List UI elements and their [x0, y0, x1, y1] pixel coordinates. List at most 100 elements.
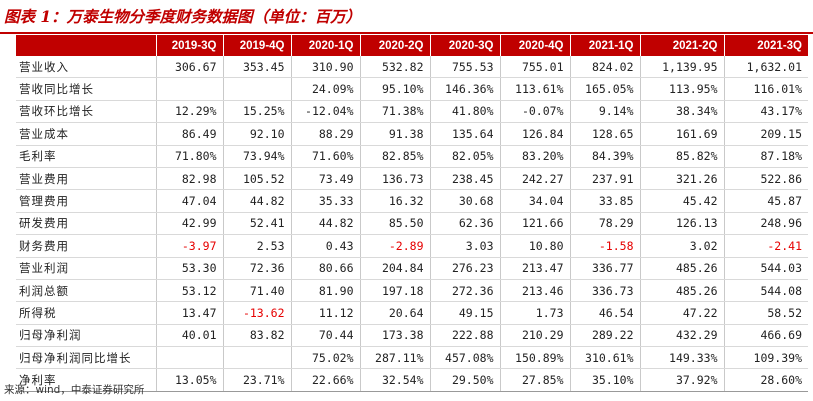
column-header: 2021-2Q [640, 35, 725, 56]
table-cell [223, 77, 292, 101]
table-cell: 37.92% [640, 368, 725, 392]
table-row: 管理费用 47.04 44.82 35.33 16.32 30.68 34.04 33.85 4… [16, 189, 808, 213]
table-cell: 237.91 [570, 167, 641, 191]
table-cell: -2.41 [724, 234, 808, 258]
table-cell: 306.67 [156, 56, 224, 79]
table-cell: 34.04 [500, 189, 571, 213]
table-row: 营业收入 306.67 353.45 310.90 532.82 755.53 755.01… [16, 56, 808, 79]
table-cell: 321.26 [640, 167, 725, 191]
column-header: 2020-2Q [360, 35, 431, 56]
table-cell: 84.39% [570, 145, 641, 168]
table-cell: 47.22 [640, 301, 725, 325]
table-cell: 40.01 [156, 324, 224, 348]
column-header: 2020-4Q [500, 35, 571, 56]
table-cell: 41.80% [430, 100, 501, 124]
table-cell: 197.18 [360, 279, 431, 303]
table-cell: 32.54% [360, 368, 431, 392]
table-cell: 82.05% [430, 145, 501, 168]
table-cell: 353.45 [223, 56, 292, 79]
table-cell: 0.43 [291, 234, 361, 258]
table-cell: 136.73 [360, 167, 431, 191]
table-cell: 336.73 [570, 279, 641, 303]
table-cell: 35.10% [570, 368, 641, 392]
table-cell: 29.50% [430, 368, 501, 392]
table-cell: 75.02% [291, 346, 361, 370]
table-cell: 80.66 [291, 257, 361, 280]
table-row: 营收同比增长 24.09% 95.10% 146.36% 113.61% 165.05% 1… [16, 77, 808, 101]
table-cell: 27.85% [500, 368, 571, 392]
row-label: 营业利润 [16, 257, 157, 280]
table-cell: 78.29 [570, 212, 641, 236]
table-row: 营业费用 82.98 105.52 73.49 136.73 238.45 242.27 23… [16, 167, 808, 191]
table-cell: 149.33% [640, 346, 725, 370]
table-cell: 72.36 [223, 257, 292, 280]
column-header: 2019-3Q [156, 35, 224, 56]
table-cell: 105.52 [223, 167, 292, 191]
table-cell: 44.82 [291, 212, 361, 236]
row-label: 营业费用 [16, 167, 157, 191]
table-cell: 53.12 [156, 279, 224, 303]
table-cell: 13.47 [156, 301, 224, 325]
table-cell: 44.82 [223, 189, 292, 213]
row-label: 净利率 [16, 368, 157, 392]
table-cell: -0.07% [500, 100, 571, 124]
table-cell: 276.23 [430, 257, 501, 280]
row-label: 毛利率 [16, 145, 157, 168]
row-label: 营业成本 [16, 122, 157, 146]
table-cell: 15.25% [223, 100, 292, 124]
table-cell: 432.29 [640, 324, 725, 348]
table-cell: 222.88 [430, 324, 501, 348]
table-cell: 30.68 [430, 189, 501, 213]
table-row: 所得税 13.47 -13.62 11.12 20.64 49.15 1.73 46.54 47… [16, 301, 808, 325]
table-cell: 289.22 [570, 324, 641, 348]
table-cell: -3.97 [156, 234, 224, 258]
table-cell: 45.87 [724, 189, 808, 213]
column-header: 2021-1Q [570, 35, 641, 56]
table-cell: 146.36% [430, 77, 501, 101]
table-cell: 45.42 [640, 189, 725, 213]
table-row: 利润总额 53.12 71.40 81.90 197.18 272.36 213.46 336… [16, 279, 808, 303]
table-cell: 43.17% [724, 100, 808, 124]
table-cell: 287.11% [360, 346, 431, 370]
table-cell: 9.14% [570, 100, 641, 124]
table-cell [156, 346, 224, 370]
table-cell: 22.66% [291, 368, 361, 392]
table-cell: 485.26 [640, 257, 725, 280]
table-cell: 213.47 [500, 257, 571, 280]
row-label: 营业收入 [16, 56, 157, 79]
table-cell: 1.73 [500, 301, 571, 325]
table-cell: 82.85% [360, 145, 431, 168]
column-header: 2020-3Q [430, 35, 501, 56]
column-header: 2019-4Q [223, 35, 292, 56]
table-cell: 755.53 [430, 56, 501, 79]
table-cell: 24.09% [291, 77, 361, 101]
table-cell: 135.64 [430, 122, 501, 146]
table-cell: 58.52 [724, 301, 808, 325]
table-cell: 71.60% [291, 145, 361, 168]
table-cell: 13.05% [156, 368, 224, 392]
table-title: 图表 1：万泰生物分季度财务数据图（单位：百万） [4, 7, 362, 26]
table-cell: 544.03 [724, 257, 808, 280]
table-cell: 83.82 [223, 324, 292, 348]
table-cell [156, 77, 224, 101]
table-cell: 81.90 [291, 279, 361, 303]
table-cell: 91.38 [360, 122, 431, 146]
table-cell: 242.27 [500, 167, 571, 191]
table-cell: 113.95% [640, 77, 725, 101]
row-label: 所得税 [16, 301, 157, 325]
row-label: 营收同比增长 [16, 77, 157, 101]
table-cell: 71.80% [156, 145, 224, 168]
table-cell: 121.66 [500, 212, 571, 236]
table-cell: 113.61% [500, 77, 571, 101]
table-cell: 52.41 [223, 212, 292, 236]
table-cell: 92.10 [223, 122, 292, 146]
row-label: 归母净利润同比增长 [16, 346, 157, 370]
table-cell: 466.69 [724, 324, 808, 348]
table-cell: 532.82 [360, 56, 431, 79]
title-divider [0, 32, 813, 34]
table-cell: 85.50 [360, 212, 431, 236]
table-cell: 272.36 [430, 279, 501, 303]
table-cell: 522.86 [724, 167, 808, 191]
table-cell: -12.04% [291, 100, 361, 124]
header-corner [16, 35, 157, 56]
